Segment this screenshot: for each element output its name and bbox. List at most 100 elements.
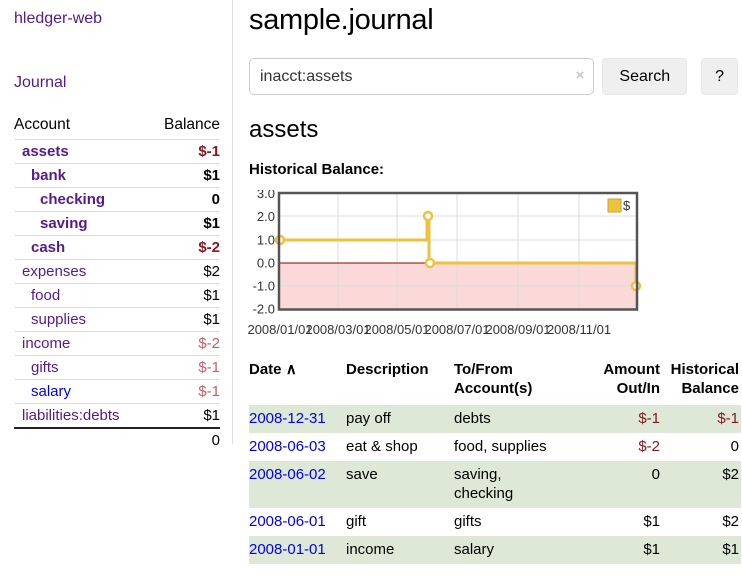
account-link-supplies[interactable]: supplies bbox=[31, 311, 87, 328]
transaction-balance: $2 bbox=[722, 466, 739, 483]
account-link-checking[interactable]: checking bbox=[40, 191, 106, 208]
register-table: Date ∧ Description To/From Account(s) Am… bbox=[249, 358, 741, 564]
transaction-row: 2008-01-01 income salary $1 $1 bbox=[249, 536, 741, 564]
sidebar-item-journal[interactable]: Journal bbox=[14, 74, 67, 91]
chart-v-gridlines bbox=[337, 194, 580, 309]
transaction-row: 2008-06-03 eat & shop food, supplies $-2… bbox=[249, 433, 741, 461]
accounts-balance-table: Account Balance assets $-1 bank $1 check… bbox=[14, 113, 220, 452]
search-bar: × Search ? bbox=[249, 58, 738, 95]
transaction-description: eat & shop bbox=[346, 438, 418, 455]
account-balance: $-1 bbox=[117, 139, 220, 164]
transaction-balance: $2 bbox=[722, 513, 739, 530]
chart-legend: $ bbox=[607, 198, 631, 213]
account-balance: $-2 bbox=[117, 331, 220, 356]
x-tick: 2008/07/01 bbox=[424, 322, 490, 337]
brand-link[interactable]: hledger-web bbox=[14, 10, 103, 27]
account-link-salary[interactable]: salary bbox=[31, 383, 72, 400]
account-link-expenses[interactable]: expenses bbox=[22, 263, 87, 280]
transaction-accounts: salary bbox=[454, 541, 495, 558]
search-input[interactable] bbox=[249, 58, 595, 95]
account-row: checking 0 bbox=[14, 187, 220, 212]
x-axis-ticks: 2008/01/01 2008/03/01 2008/05/01 2008/07… bbox=[242, 322, 738, 338]
account-balance: $-1 bbox=[117, 379, 220, 404]
amount-col-header: Amount Out/In bbox=[603, 361, 660, 397]
x-tick: 2008/05/01 bbox=[364, 322, 430, 337]
account-row: gifts $-1 bbox=[14, 355, 220, 380]
account-balance: $1 bbox=[117, 307, 220, 332]
account-row: assets $-1 bbox=[14, 139, 220, 164]
x-tick: 2008/11/01 bbox=[546, 322, 612, 337]
historical-balance-chart[interactable]: $ 3.0 2.0 1.0 0.0 -1.0 -2.0 bbox=[242, 186, 646, 317]
transaction-date-link[interactable]: 2008-01-01 bbox=[249, 541, 326, 558]
account-row: expenses $2 bbox=[14, 259, 220, 284]
account-balance: $1 bbox=[117, 403, 220, 428]
main-content: sample.journal × Search ? assets Histori… bbox=[233, 0, 742, 564]
account-balance: $1 bbox=[117, 163, 220, 188]
accounts-col-header: Account bbox=[14, 116, 71, 133]
account-balance: $2 bbox=[117, 259, 220, 284]
accounts-total-row: 0 bbox=[14, 427, 220, 452]
y-tick: 1.0 bbox=[257, 233, 275, 248]
balance-col-header: Historical Balance bbox=[670, 361, 739, 397]
transaction-accounts: debts bbox=[454, 410, 491, 427]
y-tick: 0.0 bbox=[257, 256, 275, 271]
account-balance: 0 bbox=[117, 187, 220, 212]
x-tick: 2008/01/01 bbox=[247, 322, 313, 337]
register-header-row: Date ∧ Description To/From Account(s) Am… bbox=[249, 358, 741, 405]
account-link-gifts[interactable]: gifts bbox=[31, 359, 59, 376]
account-balance: $1 bbox=[117, 283, 220, 308]
sort-ascending-icon: ∧ bbox=[285, 361, 297, 378]
transaction-description: gift bbox=[346, 513, 367, 530]
y-tick: -1.0 bbox=[253, 279, 275, 294]
account-row: saving $1 bbox=[14, 211, 220, 236]
help-button[interactable]: ? bbox=[701, 58, 738, 95]
account-heading: assets bbox=[249, 116, 319, 143]
transaction-accounts: food, supplies bbox=[454, 438, 547, 455]
transaction-amount: 0 bbox=[651, 466, 660, 483]
account-link-bank[interactable]: bank bbox=[31, 167, 67, 184]
transaction-balance: $-1 bbox=[717, 410, 739, 427]
y-tick: 3.0 bbox=[257, 190, 275, 201]
transaction-date-link[interactable]: 2008-06-01 bbox=[249, 513, 326, 530]
transaction-amount: $-1 bbox=[638, 410, 660, 427]
data-point bbox=[424, 257, 436, 269]
sidebar: hledger-web Journal Account Balance asse… bbox=[0, 0, 233, 452]
account-link-income[interactable]: income bbox=[22, 335, 71, 352]
account-balance: $-1 bbox=[117, 355, 220, 380]
x-tick: 2008/09/01 bbox=[485, 322, 551, 337]
account-row: liabilities:debts $1 bbox=[14, 403, 220, 428]
transaction-accounts: gifts bbox=[454, 513, 482, 530]
transaction-date-link[interactable]: 2008-06-03 bbox=[249, 438, 326, 455]
account-balance: $1 bbox=[117, 211, 220, 236]
transaction-row: 2008-06-01 gift gifts $1 $2 bbox=[249, 508, 741, 536]
y-tick: 2.0 bbox=[257, 209, 275, 224]
app-window: hledger-web Journal Account Balance asse… bbox=[0, 0, 742, 564]
chart-title: Historical Balance: bbox=[249, 161, 385, 178]
accounts-total-value: 0 bbox=[117, 427, 220, 452]
transaction-row: 2008-12-31 pay off debts $-1 $-1 bbox=[249, 405, 741, 433]
transaction-date-link[interactable]: 2008-12-31 bbox=[249, 410, 326, 427]
transaction-amount: $1 bbox=[643, 513, 660, 530]
transaction-balance: $1 bbox=[722, 541, 739, 558]
description-col-header: Description bbox=[346, 361, 429, 378]
accounts-col-header: To/From Account(s) bbox=[454, 361, 533, 397]
account-row: cash $-2 bbox=[14, 235, 220, 260]
transaction-date-link[interactable]: 2008-06-02 bbox=[249, 466, 326, 483]
clear-search-icon[interactable]: × bbox=[575, 67, 585, 84]
chart-border bbox=[277, 191, 639, 311]
legend-label: $ bbox=[623, 198, 631, 213]
account-balance: $-2 bbox=[117, 235, 220, 260]
account-link-assets[interactable]: assets bbox=[22, 143, 69, 160]
date-col-header[interactable]: Date ∧ bbox=[249, 361, 297, 378]
balance-col-header: Balance bbox=[163, 116, 220, 133]
account-link-liabilities-debts[interactable]: liabilities:debts bbox=[22, 407, 120, 424]
search-button[interactable]: Search bbox=[602, 58, 688, 95]
x-tick: 2008/03/01 bbox=[305, 322, 371, 337]
account-link-cash[interactable]: cash bbox=[31, 239, 66, 256]
transaction-amount: $1 bbox=[643, 541, 660, 558]
page-title: sample.journal bbox=[249, 4, 434, 36]
account-link-food[interactable]: food bbox=[31, 287, 61, 304]
transaction-accounts: saving, checking bbox=[454, 466, 514, 502]
transaction-amount: $-2 bbox=[638, 438, 660, 455]
account-link-saving[interactable]: saving bbox=[40, 215, 88, 232]
